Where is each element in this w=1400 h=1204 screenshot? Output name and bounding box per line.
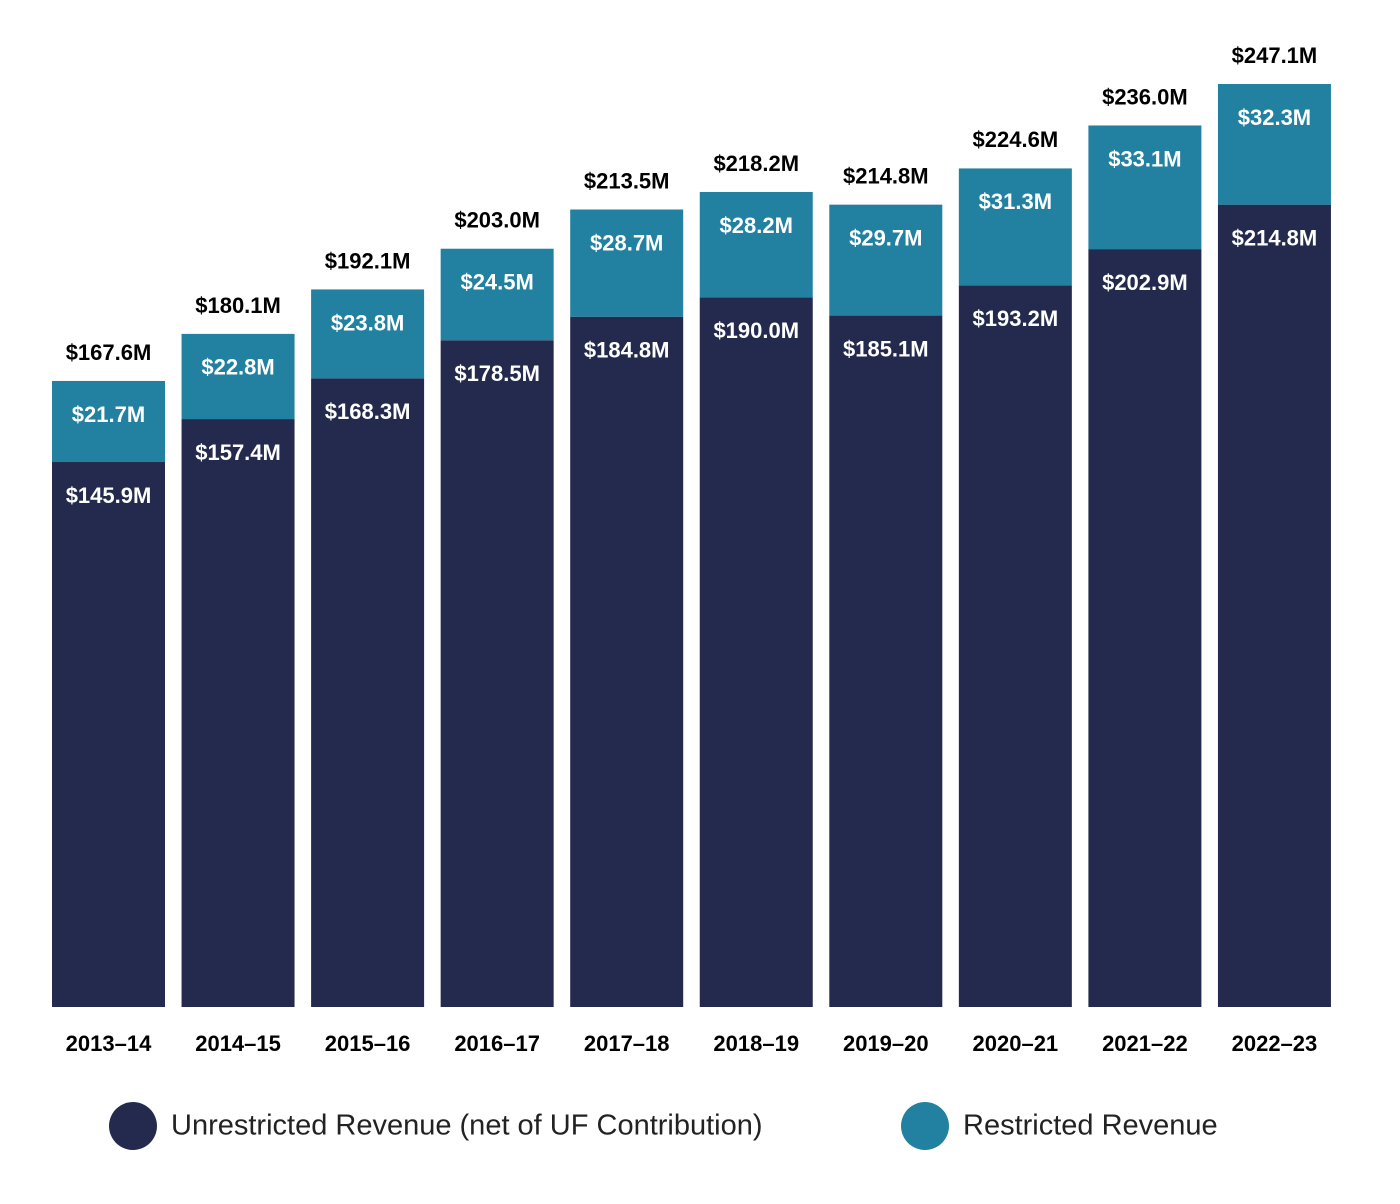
value-label: $184.8M [584, 338, 670, 363]
x-tick-label: 2017–18 [584, 1031, 670, 1056]
x-tick-label: 2015–16 [325, 1031, 411, 1056]
value-label: $185.1M [843, 336, 929, 361]
x-tick-label: 2018–19 [713, 1031, 799, 1056]
total-label: $203.0M [454, 208, 540, 233]
total-label: $192.1M [325, 248, 411, 273]
value-label: $24.5M [460, 270, 533, 295]
bar-segment [52, 380, 165, 463]
value-label: $32.3M [1238, 105, 1311, 130]
bar-segment [958, 168, 1072, 286]
bar-segment [1088, 249, 1202, 1008]
x-tick-label: 2021–22 [1102, 1031, 1188, 1056]
bar-segment [181, 419, 295, 1007]
value-label: $33.1M [1108, 146, 1181, 171]
total-label: $247.1M [1232, 43, 1318, 68]
bar-segment [311, 378, 425, 1007]
bar-segment [829, 204, 943, 316]
bar-segment [570, 209, 684, 317]
bar-segment [1217, 204, 1331, 1008]
x-tick-label: 2020–21 [973, 1031, 1059, 1056]
bar-segment [52, 462, 165, 1007]
legend-label: Restricted Revenue [963, 1110, 1218, 1142]
x-tick-label: 2022–23 [1232, 1031, 1318, 1056]
bar-segment [699, 297, 813, 1007]
bar-segment [570, 316, 684, 1007]
bar-segment [958, 285, 1072, 1007]
x-tick-label: 2019–20 [843, 1031, 929, 1056]
x-tick-label: 2016–17 [454, 1031, 540, 1056]
legend-label: Unrestricted Revenue (net of UF Contribu… [171, 1110, 763, 1142]
total-label: $218.2M [713, 151, 799, 176]
value-label: $202.9M [1102, 270, 1188, 295]
bar-segment [440, 248, 554, 341]
value-label: $22.8M [201, 355, 274, 380]
bar-segment [829, 315, 943, 1007]
value-label: $214.8M [1232, 225, 1318, 250]
value-label: $168.3M [325, 399, 411, 424]
total-label: $236.0M [1102, 84, 1188, 109]
value-label: $157.4M [195, 440, 281, 465]
bar-segment [1088, 125, 1202, 250]
bar-segment [699, 191, 813, 298]
legend-swatch [901, 1102, 949, 1150]
x-tick-label: 2014–15 [195, 1031, 281, 1056]
value-label: $28.7M [590, 230, 663, 255]
value-label: $193.2M [973, 306, 1059, 331]
value-label: $190.0M [713, 318, 799, 343]
value-label: $145.9M [66, 483, 152, 508]
x-tick-label: 2013–14 [66, 1031, 152, 1056]
total-label: $213.5M [584, 168, 670, 193]
total-label: $224.6M [973, 127, 1059, 152]
value-label: $178.5M [454, 361, 540, 386]
bar-segment [1217, 84, 1331, 205]
value-label: $28.2M [720, 213, 793, 238]
value-label: $29.7M [849, 225, 922, 250]
bar-segment [311, 289, 425, 379]
total-label: $214.8M [843, 163, 929, 188]
value-label: $21.7M [72, 402, 145, 427]
bar-segment [181, 333, 295, 420]
bar-segment [440, 340, 554, 1007]
total-label: $180.1M [195, 293, 281, 318]
legend-swatch [109, 1102, 157, 1150]
total-label: $167.6M [66, 340, 152, 365]
value-label: $31.3M [979, 189, 1052, 214]
value-label: $23.8M [331, 310, 404, 335]
